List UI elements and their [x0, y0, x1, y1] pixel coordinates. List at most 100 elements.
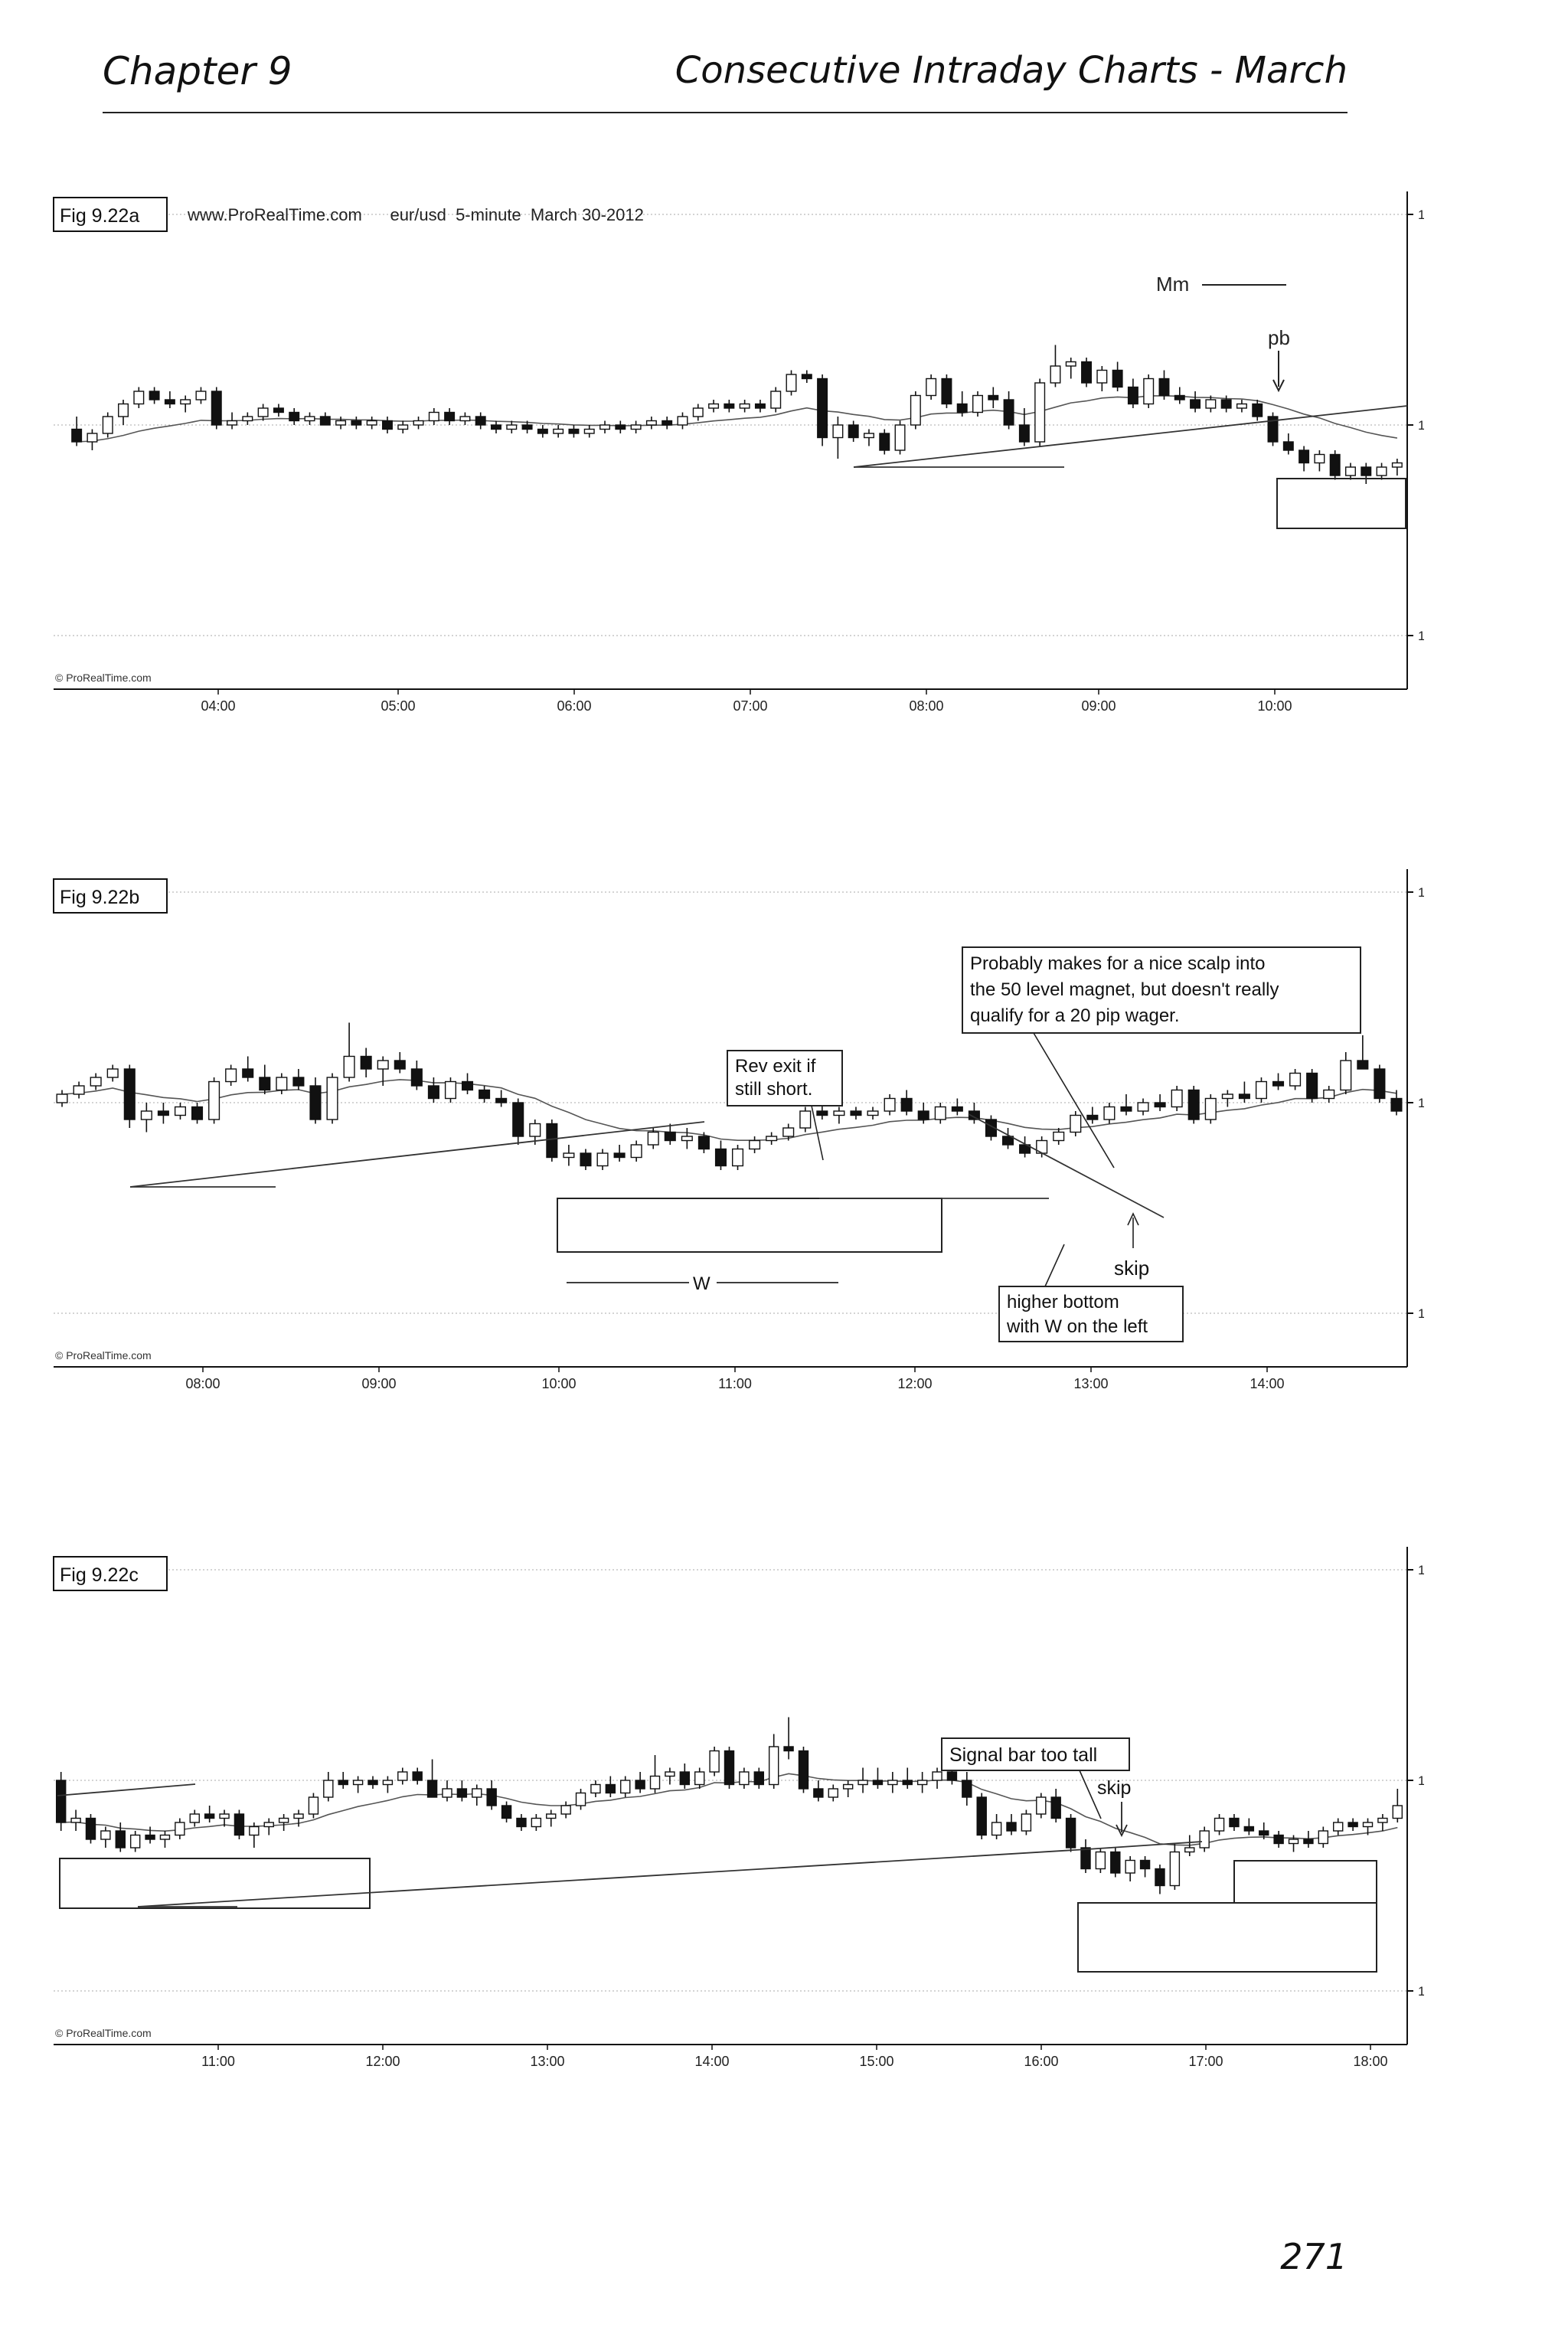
candle-body	[410, 1068, 423, 1087]
candle-body	[599, 424, 611, 430]
candle-body	[596, 1152, 609, 1167]
candle-body	[382, 1780, 394, 1786]
candle-body	[70, 1817, 81, 1823]
candle-body	[1377, 1817, 1388, 1823]
skip-arrowhead	[1127, 1212, 1139, 1226]
annotation-skip: skip	[1097, 1777, 1131, 1799]
candle-body	[709, 1750, 720, 1773]
candle-body	[276, 1077, 288, 1091]
candle-body	[343, 1055, 355, 1078]
candle-body	[934, 1106, 946, 1120]
candle-body	[1314, 453, 1325, 464]
candle-body	[461, 1080, 474, 1091]
candle-body	[85, 1817, 96, 1840]
candle-body	[1282, 441, 1294, 451]
candle-body	[754, 403, 766, 409]
range-box	[1077, 1902, 1377, 1973]
candle-body	[739, 403, 750, 409]
candle-body	[427, 1085, 439, 1100]
x-tick-label: 07:00	[733, 698, 767, 712]
candle-body	[501, 1805, 512, 1819]
range-box	[1233, 1860, 1377, 1904]
candle-body	[900, 1097, 913, 1112]
candle-body	[798, 1750, 809, 1790]
candle-body	[1096, 369, 1108, 384]
candle-body	[872, 1780, 884, 1786]
candle-body	[1003, 399, 1014, 426]
candle-body	[1252, 403, 1263, 417]
candle-body	[976, 1796, 987, 1836]
candle-body	[568, 428, 580, 434]
trendline	[853, 405, 1408, 468]
candle-body	[149, 391, 160, 400]
candle-body	[479, 1089, 491, 1100]
candle-body	[428, 411, 439, 422]
candle-body	[786, 374, 797, 392]
chart-header-text: www.ProRealTime.com eur/usd 5-minute Mar…	[187, 205, 644, 224]
candle-body	[309, 1085, 322, 1120]
y-tick-label: 1,335	[1418, 1096, 1424, 1110]
candle-body	[293, 1813, 304, 1819]
candle-body	[444, 1080, 457, 1100]
candle-body	[71, 428, 83, 443]
header-rule	[103, 112, 1348, 113]
candle-body	[563, 1152, 575, 1159]
annotation-pb: pb	[1268, 326, 1290, 349]
candle-body	[1095, 1851, 1106, 1870]
x-tick-label: 10:00	[1257, 698, 1292, 712]
candle-body	[360, 1055, 372, 1070]
figure-label-box	[53, 1556, 168, 1591]
annotation-arrow	[1033, 1032, 1115, 1169]
candle-body	[456, 1788, 468, 1798]
candle-body	[486, 1788, 497, 1806]
candle-body	[1190, 399, 1201, 409]
candle-body	[123, 1068, 136, 1120]
candle-body	[850, 1110, 862, 1116]
candle-body	[739, 1771, 750, 1786]
chapter-label: Chapter 9	[103, 49, 292, 93]
candle-body	[724, 1750, 735, 1786]
candle-body	[1184, 1847, 1195, 1853]
candle-body	[605, 1783, 616, 1794]
candle-body	[1081, 361, 1093, 384]
y-tick-label: 1,33	[1418, 1984, 1424, 1999]
candle-body	[1376, 466, 1387, 476]
range-box	[59, 1858, 371, 1909]
annotation-box	[941, 1737, 1130, 1771]
candle-body	[1236, 403, 1247, 409]
annotation-text: higher bottom	[1007, 1292, 1119, 1312]
candle-body	[1348, 1822, 1358, 1828]
pb-arrowhead	[1272, 379, 1285, 393]
candle-body	[910, 394, 921, 426]
candle-body	[1220, 399, 1232, 409]
candle-body	[1036, 1796, 1047, 1815]
candle-body	[546, 1123, 558, 1159]
candle-body	[1127, 386, 1138, 405]
candle-body	[1174, 394, 1185, 400]
candle-body	[219, 1813, 230, 1819]
candle-body	[1362, 1822, 1374, 1828]
candle-body	[662, 420, 673, 426]
candle-body	[546, 1813, 557, 1819]
chart-fig-9-22a: 1,34 1,335 1,33 04:00 05:00 06:00 07:00 08:00 09…	[53, 191, 1424, 712]
candle-body	[968, 1110, 980, 1120]
candle-body	[714, 1148, 727, 1167]
x-tick-label: 05:00	[381, 698, 415, 712]
down-trendline	[968, 1113, 1165, 1218]
candle-body	[879, 433, 890, 451]
candle-body	[1155, 1868, 1165, 1887]
candle-body	[118, 403, 129, 417]
candle-body	[902, 1780, 913, 1786]
candle-body	[164, 399, 175, 405]
candle-body	[972, 394, 983, 414]
candle-body	[1214, 1817, 1225, 1832]
candle-body	[227, 420, 238, 426]
candle-body	[991, 1822, 1002, 1836]
candle-body	[801, 374, 812, 380]
annotation-text: Signal bar too tall	[949, 1744, 1097, 1766]
candle-body	[817, 378, 828, 439]
candle-body	[694, 1771, 705, 1786]
annotation-arrow	[1079, 1770, 1102, 1819]
candle-body	[1243, 1826, 1255, 1832]
candle-body	[115, 1830, 126, 1849]
